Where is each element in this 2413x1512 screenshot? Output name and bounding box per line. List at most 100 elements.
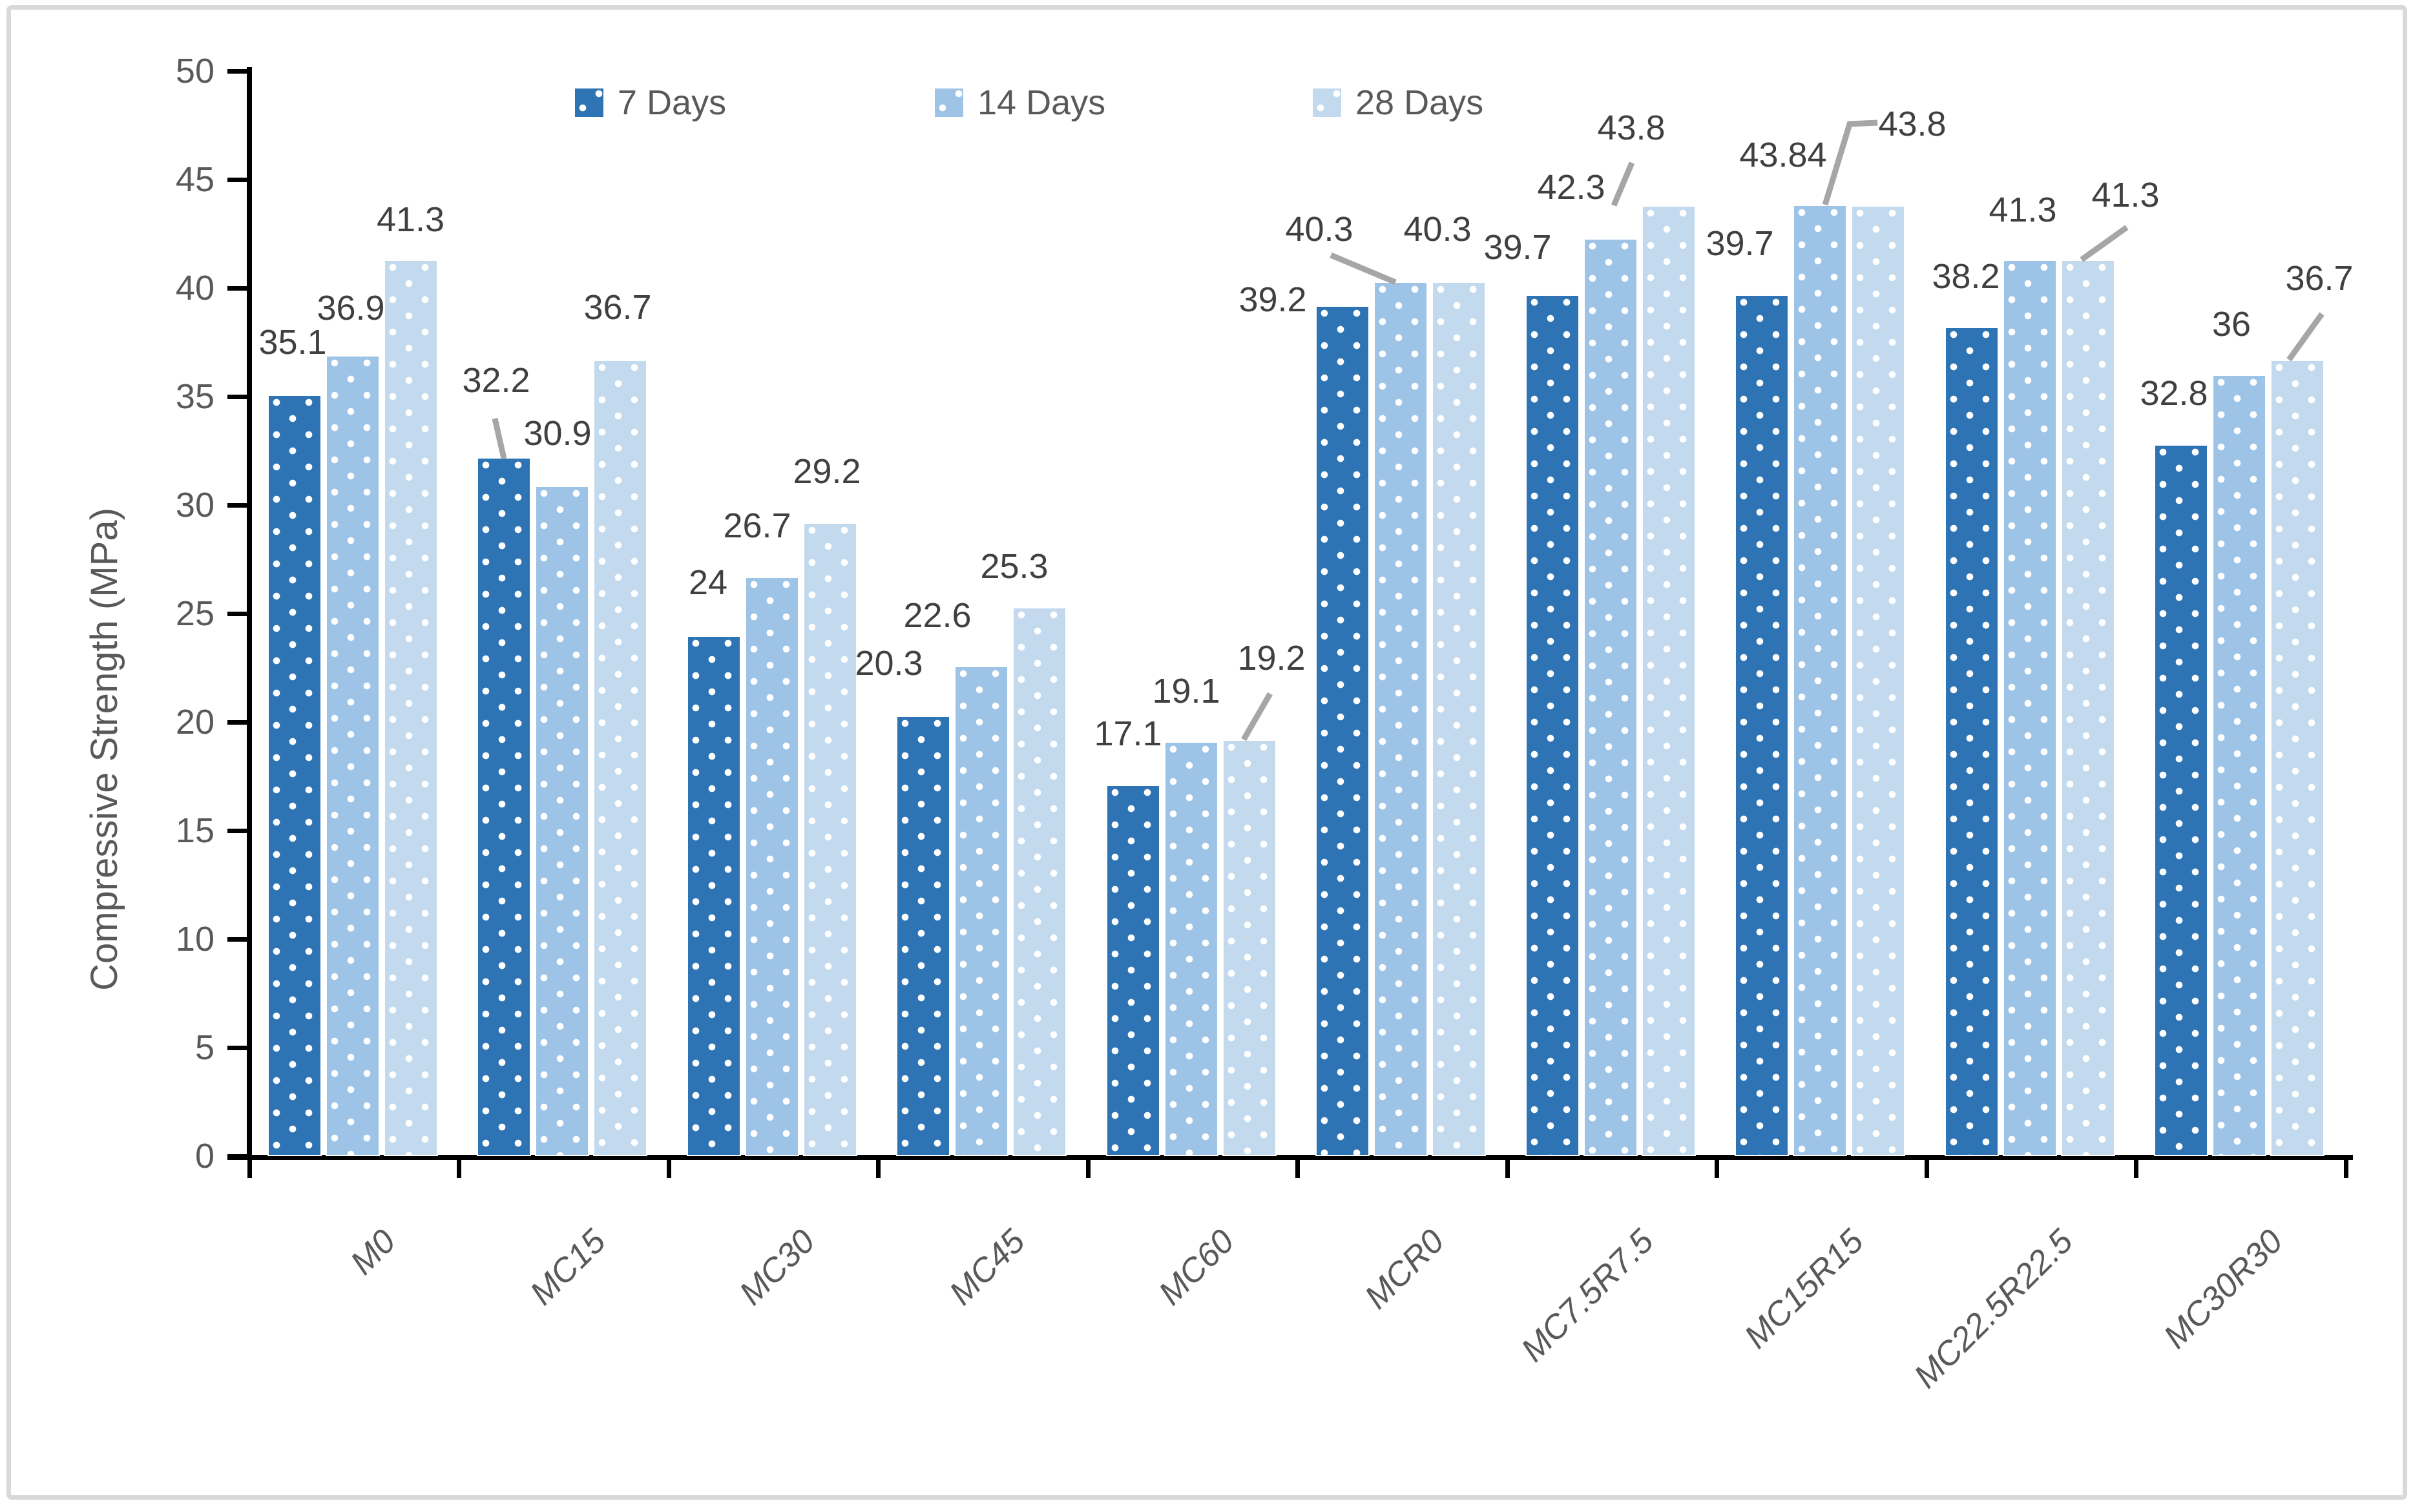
data-label: 41.3 [2091,176,2160,214]
data-label: 41.3 [1989,191,2057,229]
y-tick-label: 45 [175,160,214,199]
y-tick [227,611,249,616]
legend-item-14-days: 14 Days [935,83,1106,122]
data-label: 32.2 [462,361,530,400]
y-tick-label: 40 [175,269,214,307]
bar-MC30-7-days [686,635,741,1156]
y-tick [227,394,249,399]
x-tick [1085,1156,1091,1178]
data-label: 39.7 [1706,224,1774,263]
bar-MC30-28-days [802,522,857,1156]
data-label: 41.3 [376,200,445,240]
bar-M0-7-days [267,394,322,1156]
data-label: 40.3 [1285,210,1353,249]
data-label: 19.1 [1152,672,1220,710]
bar-MCR0-28-days [1432,281,1486,1156]
y-tick-label: 15 [175,811,214,850]
bar-MC30R30-28-days [2270,359,2324,1156]
y-tick [227,937,249,942]
x-tick [2134,1156,2138,1178]
x-tick [1924,1156,1929,1178]
bar-M0-14-days [325,355,380,1156]
legend-label: 28 Days [1355,83,1484,122]
data-label: 36.7 [2285,259,2354,298]
legend-swatch-icon [935,88,963,117]
x-tick [1295,1156,1300,1178]
legend-swatch-icon [575,88,603,117]
bar-MC15R15-7-days [1735,295,1789,1156]
y-tick-label: 25 [175,594,214,633]
data-label: 36 [2211,305,2251,344]
legend-item-7-days: 7 Days [575,83,727,122]
legend-label: 7 Days [618,83,727,122]
y-tick-label: 30 [175,486,214,524]
data-label: 42.3 [1537,168,1605,207]
legend-swatch-icon [1313,88,1341,117]
data-label: 39.2 [1238,280,1307,319]
bar-MC15R15-28-days [1851,205,1905,1156]
bar-MC60-14-days [1164,741,1218,1156]
y-tick [227,177,249,182]
y-tick-label: 20 [175,703,214,741]
data-label: 26.7 [723,506,791,545]
data-label: 22.6 [903,596,972,635]
x-axis-line [227,1155,2353,1160]
data-label: 40.3 [1403,210,1472,249]
data-label: 43.84 [1739,136,1827,174]
bar-MC22.5R22.5-28-days [2060,260,2115,1156]
x-tick [457,1156,461,1178]
bar-MC60-7-days [1105,785,1160,1156]
y-axis-line [247,67,252,1160]
bar-MC15-7-days [477,457,531,1156]
data-label: 39.7 [1483,228,1552,267]
x-tick [1715,1156,1719,1178]
bar-MC7.5R7.5-7-days [1525,295,1580,1156]
y-axis-title: Compressive Strength (MPa) [83,508,125,991]
bar-MC7.5R7.5-14-days [1583,238,1638,1156]
data-label: 20.3 [855,644,923,683]
data-label: 43.8 [1878,105,1947,143]
y-tick [227,828,249,833]
data-label: 38.2 [1932,257,2000,296]
bar-M0-28-days [383,260,438,1156]
bar-MC45-7-days [896,715,950,1156]
bar-MC15-28-days [593,359,647,1156]
data-label: 19.2 [1237,639,1306,678]
y-tick-label: 5 [194,1028,214,1067]
data-label: 35.1 [258,323,327,362]
y-tick-label: 10 [175,920,214,958]
bar-MC7.5R7.5-28-days [1641,205,1696,1156]
x-tick [666,1156,671,1178]
x-tick [1505,1156,1510,1178]
bar-MC45-28-days [1012,606,1067,1156]
y-tick-label: 50 [175,52,214,90]
data-label: 29.2 [793,452,861,491]
bar-MC15-14-days [535,485,589,1156]
legend-item-28-days: 28 Days [1313,83,1484,122]
bar-MCR0-7-days [1315,305,1370,1156]
bar-MC22.5R22.5-14-days [2002,260,2057,1156]
y-tick-label: 35 [175,377,214,416]
bar-MC45-14-days [954,665,1008,1156]
data-label: 36.9 [317,289,385,327]
data-label: 36.7 [583,288,652,327]
y-tick [227,285,249,291]
x-tick [247,1156,252,1178]
bar-MCR0-14-days [1374,281,1428,1156]
data-label: 25.3 [980,547,1049,586]
data-label: 24 [688,563,728,602]
bar-MC15R15-14-days [1793,204,1847,1156]
y-tick [227,502,249,508]
x-tick [2343,1156,2348,1178]
bar-MC60-28-days [1222,739,1277,1156]
bar-MC30-14-days [744,576,799,1156]
legend-label: 14 Days [977,83,1106,122]
bar-MC22.5R22.5-7-days [1944,327,1999,1156]
y-tick-label: 0 [194,1137,214,1175]
data-label: 17.1 [1094,714,1162,753]
data-label: 32.8 [2140,374,2208,413]
y-tick [227,1045,249,1050]
data-label: 43.8 [1597,109,1666,147]
data-label: 30.9 [523,414,592,453]
